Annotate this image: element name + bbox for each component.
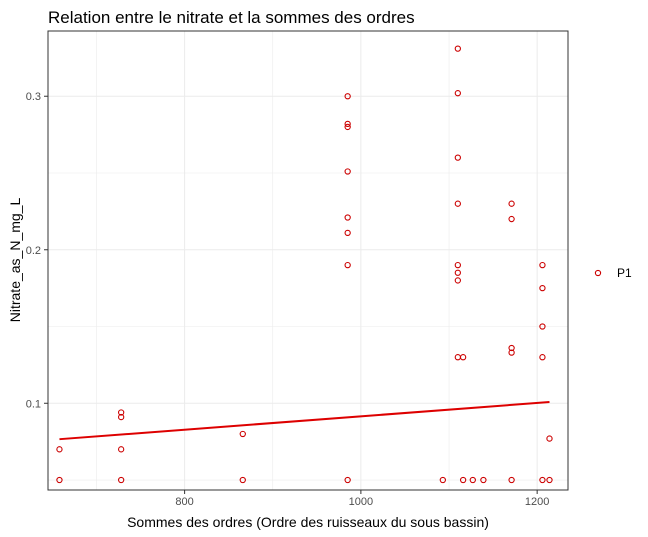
data-point: [454, 277, 461, 284]
legend-key-p1: [594, 269, 602, 277]
panel-border: [47, 30, 569, 491]
data-point: [459, 354, 467, 361]
data-point: [118, 413, 125, 421]
data-point: [469, 476, 476, 484]
data-point: [539, 284, 546, 292]
x-axis-title: Sommes des ordres (Ordre des ruisseaux d…: [127, 514, 489, 530]
data-point: [454, 154, 461, 161]
x-tick-label: 1000: [349, 496, 373, 508]
y-axis-title: Nitrate_as_N_mg_L: [7, 198, 23, 323]
data-point: [508, 200, 515, 207]
data-point: [454, 269, 461, 276]
data-point: [546, 435, 553, 442]
data-point: [239, 430, 246, 438]
data-point: [539, 261, 546, 269]
data-point: [344, 214, 351, 221]
data-point: [546, 476, 553, 484]
legend-label-p1: P1: [617, 266, 632, 280]
data-point: [344, 123, 351, 131]
x-tick-label: 1200: [525, 496, 549, 508]
data-point: [439, 476, 446, 484]
data-point: [508, 344, 515, 352]
data-point: [459, 476, 467, 484]
data-point: [454, 261, 461, 269]
y-tick-label: 0.2: [26, 245, 41, 257]
trend-line: [59, 401, 550, 441]
data-point: [508, 476, 515, 484]
data-point: [118, 409, 125, 416]
data-points: [56, 45, 553, 484]
data-point: [344, 168, 351, 175]
data-point: [344, 93, 351, 100]
y-tick-label: 0.1: [26, 398, 41, 410]
x-tick-label: 800: [175, 496, 193, 508]
data-point: [539, 354, 546, 361]
data-point: [118, 446, 125, 453]
plot-panel: [47, 30, 569, 491]
data-point: [454, 45, 461, 52]
chart-title: Relation entre le nitrate et la sommes d…: [48, 8, 415, 27]
data-point: [239, 476, 246, 484]
data-point: [344, 229, 351, 237]
data-point: [508, 215, 515, 223]
plot-area: [48, 31, 568, 490]
data-point: [454, 90, 461, 97]
data-point: [508, 349, 515, 356]
data-point: [539, 476, 546, 484]
x-axis-ticks: 800 1000 1200: [175, 490, 549, 508]
data-point: [539, 323, 546, 330]
data-point: [56, 476, 63, 484]
data-point: [344, 261, 351, 269]
data-point: [118, 476, 125, 484]
data-point: [480, 476, 487, 484]
y-axis-ticks: 0.1 0.2 0.3: [26, 91, 48, 410]
data-point: [344, 476, 351, 484]
y-tick-label: 0.3: [26, 91, 41, 103]
data-point: [56, 446, 63, 453]
legend: P1: [594, 266, 632, 280]
data-point: [344, 120, 351, 128]
data-point: [454, 200, 461, 207]
